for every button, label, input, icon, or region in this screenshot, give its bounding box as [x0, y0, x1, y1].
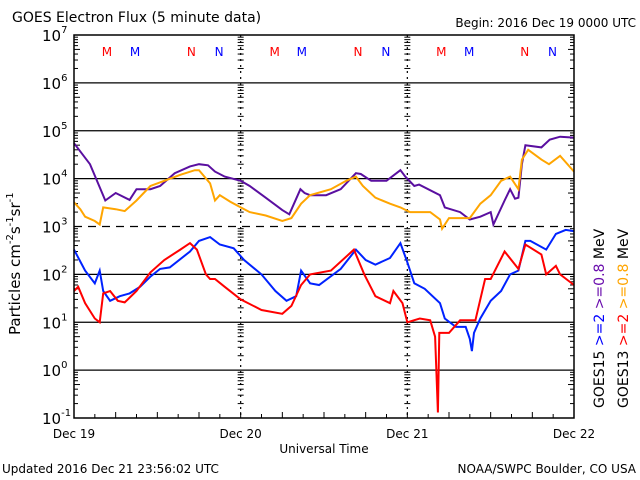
- marker-label: M: [436, 45, 446, 59]
- marker-label: N: [520, 45, 529, 59]
- marker-label: M: [270, 45, 280, 59]
- begin-label: Begin: 2016 Dec 19 0000 UTC: [455, 16, 636, 30]
- plot-frame: [73, 34, 575, 419]
- marker-label: N: [548, 45, 557, 59]
- y-tick-labels: 107 106 105 104 103 102 101 100 10-1: [42, 25, 71, 428]
- grid: [74, 35, 574, 418]
- x-tick-labels: Dec 19 Dec 20 Dec 21 Dec 22: [53, 427, 595, 441]
- marker-label: M: [464, 45, 474, 59]
- series-line-goes13-2-mev: [73, 241, 575, 413]
- legend-column-goes13: GOES13 >=2 >=0.8 MeV: [616, 228, 632, 408]
- y-axis-label: Particles cm-2s-1sr-1: [5, 192, 24, 335]
- legend: GOES15 >=2 >=0.8 MeV GOES13 >=2 >=0.8 MeV: [592, 228, 632, 408]
- updated-timestamp: Updated 2016 Dec 21 23:56:02 UTC: [2, 462, 219, 476]
- series-line-goes15-0-8-mev: [73, 135, 575, 228]
- y-tick-label: 100: [42, 360, 67, 380]
- x-tick-label: Dec 20: [220, 427, 262, 441]
- series-line-goes15-2-mev: [73, 228, 575, 352]
- y-tick-label: 101: [42, 312, 67, 332]
- x-axis-label: Universal Time: [279, 442, 368, 456]
- marker-label: N: [215, 45, 224, 59]
- x-tick-label: Dec 21: [386, 427, 428, 441]
- marker-label: M: [130, 45, 140, 59]
- series-line-goes13-0-8-mev: [73, 148, 575, 232]
- marker-label: M: [297, 45, 307, 59]
- y-tick-label: 103: [42, 217, 67, 237]
- x-tick-label: Dec 22: [553, 427, 595, 441]
- chart-title: GOES Electron Flux (5 minute data): [12, 10, 261, 26]
- marker-label: M: [102, 45, 112, 59]
- y-tick-label: 102: [42, 264, 67, 284]
- series-group: [73, 135, 575, 413]
- y-tick-label: 105: [42, 121, 67, 141]
- y-tick-label: 107: [42, 25, 67, 45]
- y-tick-label: 10-1: [42, 408, 71, 428]
- legend-column-goes15: GOES15 >=2 >=0.8 MeV: [592, 228, 608, 408]
- x-tick-label: Dec 19: [53, 427, 95, 441]
- marker-label: N: [187, 45, 196, 59]
- marker-label: N: [381, 45, 390, 59]
- credit-label: NOAA/SWPC Boulder, CO USA: [458, 462, 637, 476]
- marker-label: N: [354, 45, 363, 59]
- y-tick-label: 106: [42, 73, 67, 93]
- y-tick-label: 104: [42, 169, 67, 189]
